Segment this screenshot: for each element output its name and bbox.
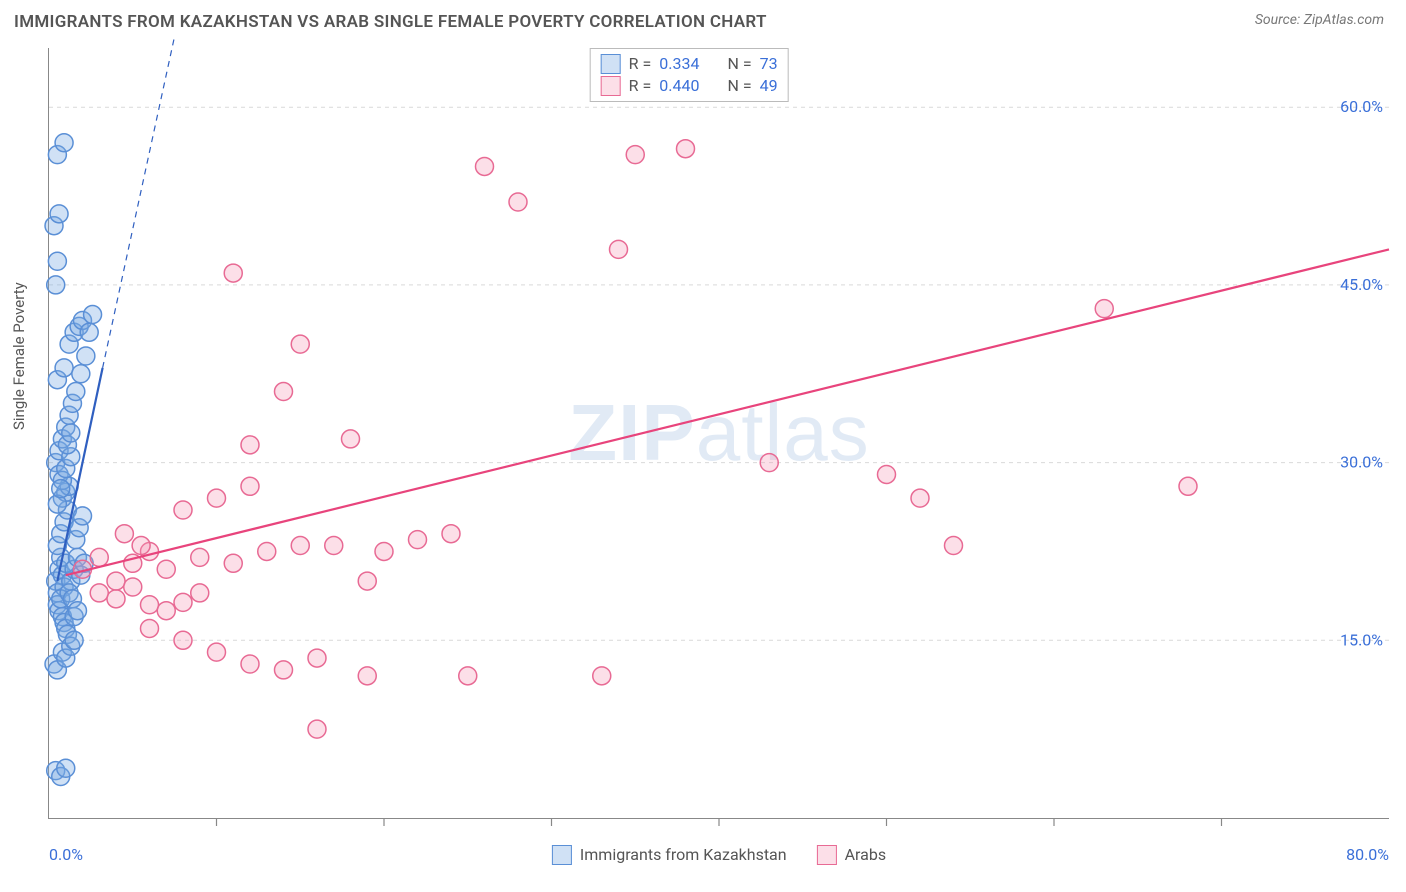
n-value-series1: 73 <box>760 53 778 75</box>
chart-title: IMMIGRANTS FROM KAZAKHSTAN VS ARAB SINGL… <box>14 12 767 32</box>
r-label: R = <box>629 53 652 75</box>
legend-bottom-label-series2: Arabs <box>845 845 887 864</box>
svg-text:15.0%: 15.0% <box>1340 630 1383 649</box>
svg-text:60.0%: 60.0% <box>1340 97 1383 116</box>
legend-swatch-series1 <box>601 54 621 74</box>
r-value-series1: 0.334 <box>659 53 699 75</box>
legend-swatch-series2 <box>601 76 621 96</box>
svg-text:45.0%: 45.0% <box>1340 275 1383 294</box>
x-max-label: 80.0% <box>1346 845 1389 864</box>
correlation-legend: R = 0.334 N = 73 R = 0.440 N = 49 <box>590 48 789 102</box>
legend-bottom-label-series1: Immigrants from Kazakhstan <box>580 845 787 864</box>
r-label: R = <box>629 75 652 97</box>
r-value-series2: 0.440 <box>659 75 699 97</box>
n-label: N = <box>727 53 751 75</box>
source-line: Source: ZipAtlas.com <box>1255 12 1384 28</box>
source-value: ZipAtlas.com <box>1304 12 1384 28</box>
svg-text:30.0%: 30.0% <box>1340 453 1383 472</box>
legend-item-series2: Arabs <box>817 845 887 865</box>
source-label: Source: <box>1255 12 1304 28</box>
x-origin-label: 0.0% <box>49 845 83 864</box>
y-axis-label: Single Female Poverty <box>10 282 28 430</box>
n-value-series2: 49 <box>760 75 778 97</box>
chart-plot-area: ZIPatlas 15.0%30.0%45.0%60.0% R = 0.334 … <box>48 48 1389 819</box>
chart-svg: 15.0% 30.0% 45.0% 60.0% <box>49 48 1389 818</box>
legend-row-series1: R = 0.334 N = 73 <box>601 53 778 75</box>
legend-item-series1: Immigrants from Kazakhstan <box>552 845 787 865</box>
bottom-legend-bar: 0.0% Immigrants from Kazakhstan Arabs 80… <box>49 845 1389 864</box>
n-label: N = <box>727 75 751 97</box>
legend-bottom-swatch-series1 <box>552 845 572 865</box>
legend-bottom-swatch-series2 <box>817 845 837 865</box>
legend-row-series2: R = 0.440 N = 49 <box>601 75 778 97</box>
